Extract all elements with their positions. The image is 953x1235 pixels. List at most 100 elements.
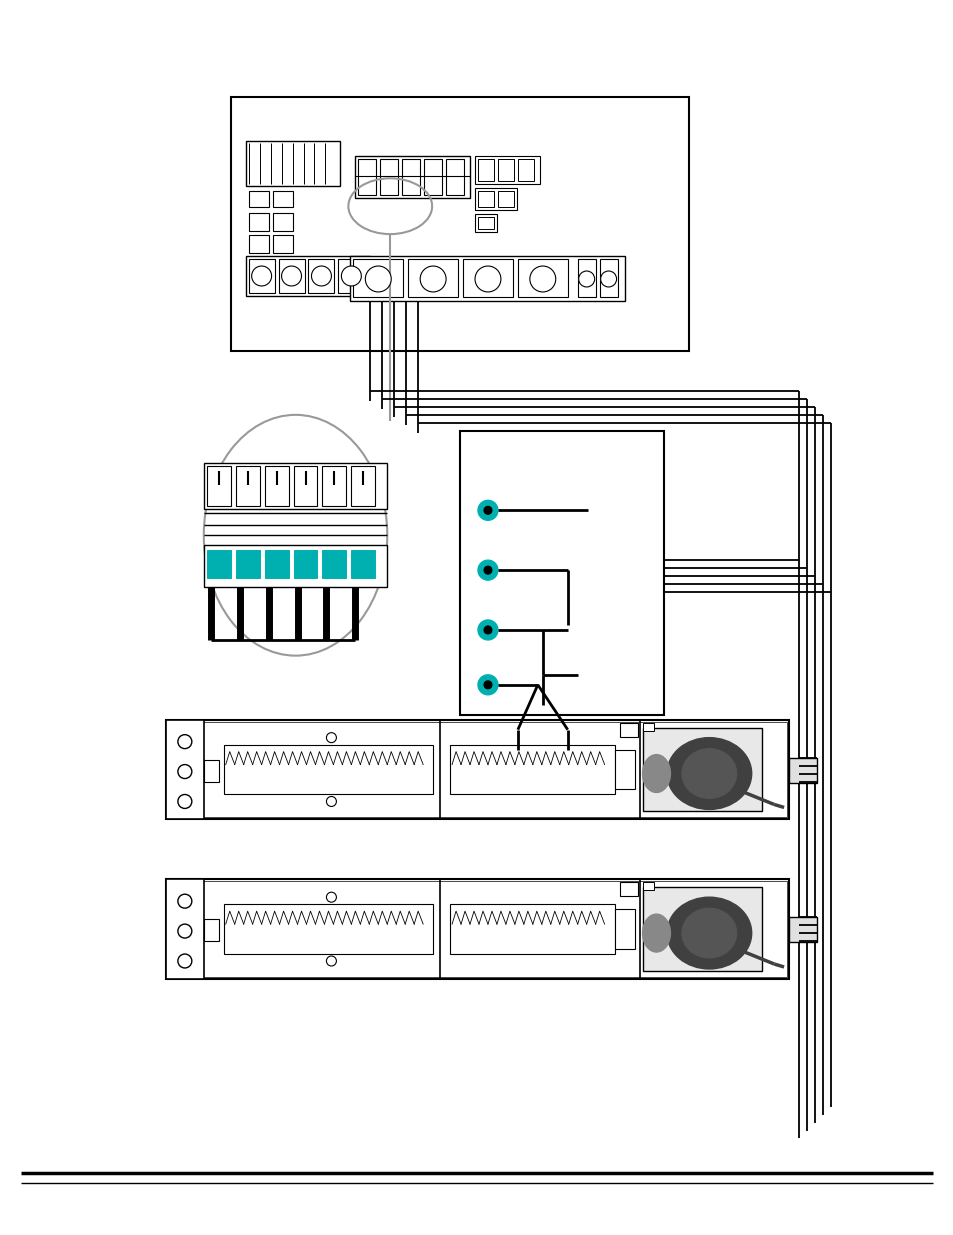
Bar	[294, 467, 317, 506]
Circle shape	[419, 266, 446, 291]
Circle shape	[177, 953, 192, 968]
Circle shape	[600, 270, 616, 287]
Bar	[475, 157, 539, 184]
Bar	[224, 904, 433, 953]
Bar	[475, 188, 517, 210]
Bar	[249, 191, 269, 207]
Bar	[338, 259, 364, 293]
Bar	[641, 727, 761, 811]
Bar	[450, 745, 614, 794]
Circle shape	[483, 566, 492, 574]
Circle shape	[578, 270, 594, 287]
Bar	[264, 467, 288, 506]
Bar	[273, 191, 293, 207]
Bar	[235, 467, 259, 506]
Bar	[246, 256, 370, 296]
Bar	[517, 159, 534, 182]
Bar	[788, 757, 816, 783]
Bar	[475, 214, 497, 232]
Bar	[424, 159, 441, 195]
Bar	[249, 259, 274, 293]
Bar	[273, 214, 293, 231]
Bar	[166, 879, 788, 979]
Bar	[264, 551, 288, 578]
Circle shape	[177, 794, 192, 809]
Circle shape	[252, 266, 272, 287]
Bar	[235, 551, 259, 578]
Bar	[249, 235, 269, 253]
Bar	[204, 463, 387, 509]
Bar	[477, 217, 494, 230]
Bar	[624, 722, 636, 735]
Bar	[578, 259, 595, 296]
Bar	[477, 159, 494, 182]
Circle shape	[177, 894, 192, 908]
Bar	[446, 159, 463, 195]
Bar	[351, 551, 375, 578]
Bar	[231, 96, 689, 351]
Bar	[224, 745, 433, 794]
Bar	[207, 467, 231, 506]
Bar	[477, 191, 494, 207]
Bar	[204, 919, 218, 941]
Bar	[462, 259, 513, 296]
Bar	[618, 722, 637, 736]
Bar	[294, 551, 317, 578]
Ellipse shape	[666, 737, 751, 809]
Bar	[350, 256, 624, 301]
Bar	[614, 909, 634, 948]
Bar	[402, 159, 419, 195]
Ellipse shape	[681, 908, 736, 958]
Circle shape	[477, 561, 497, 580]
Circle shape	[483, 680, 492, 689]
Bar	[168, 882, 786, 977]
Circle shape	[281, 266, 301, 287]
Bar	[497, 191, 514, 207]
Bar	[166, 879, 204, 979]
Bar	[166, 720, 788, 819]
Bar	[517, 259, 567, 296]
Circle shape	[477, 674, 497, 695]
Bar	[355, 157, 470, 199]
Circle shape	[529, 266, 556, 291]
Bar	[624, 882, 636, 894]
Circle shape	[341, 266, 361, 287]
Ellipse shape	[641, 755, 670, 793]
Circle shape	[326, 892, 336, 903]
Circle shape	[477, 500, 497, 520]
Bar	[351, 467, 375, 506]
Bar	[308, 259, 335, 293]
Circle shape	[326, 956, 336, 966]
Bar	[353, 259, 403, 296]
Circle shape	[483, 626, 492, 634]
Ellipse shape	[681, 748, 736, 799]
Bar	[641, 887, 761, 971]
Circle shape	[177, 764, 192, 778]
Bar	[408, 259, 457, 296]
Bar	[246, 141, 340, 186]
Circle shape	[326, 732, 336, 742]
Ellipse shape	[204, 415, 387, 656]
Bar	[459, 431, 663, 715]
Circle shape	[475, 266, 500, 291]
Bar	[380, 159, 397, 195]
Bar	[249, 214, 269, 231]
Bar	[788, 918, 816, 942]
Bar	[166, 720, 204, 819]
Bar	[641, 882, 654, 890]
Circle shape	[326, 797, 336, 806]
Circle shape	[177, 735, 192, 748]
Bar	[278, 259, 304, 293]
Ellipse shape	[666, 897, 751, 969]
Bar	[450, 904, 614, 953]
Bar	[599, 259, 617, 296]
Bar	[641, 722, 654, 731]
Bar	[322, 467, 346, 506]
Circle shape	[477, 620, 497, 640]
Circle shape	[365, 266, 391, 291]
Bar	[207, 551, 231, 578]
Bar	[497, 159, 514, 182]
Bar	[614, 750, 634, 789]
Circle shape	[177, 924, 192, 939]
Bar	[273, 235, 293, 253]
